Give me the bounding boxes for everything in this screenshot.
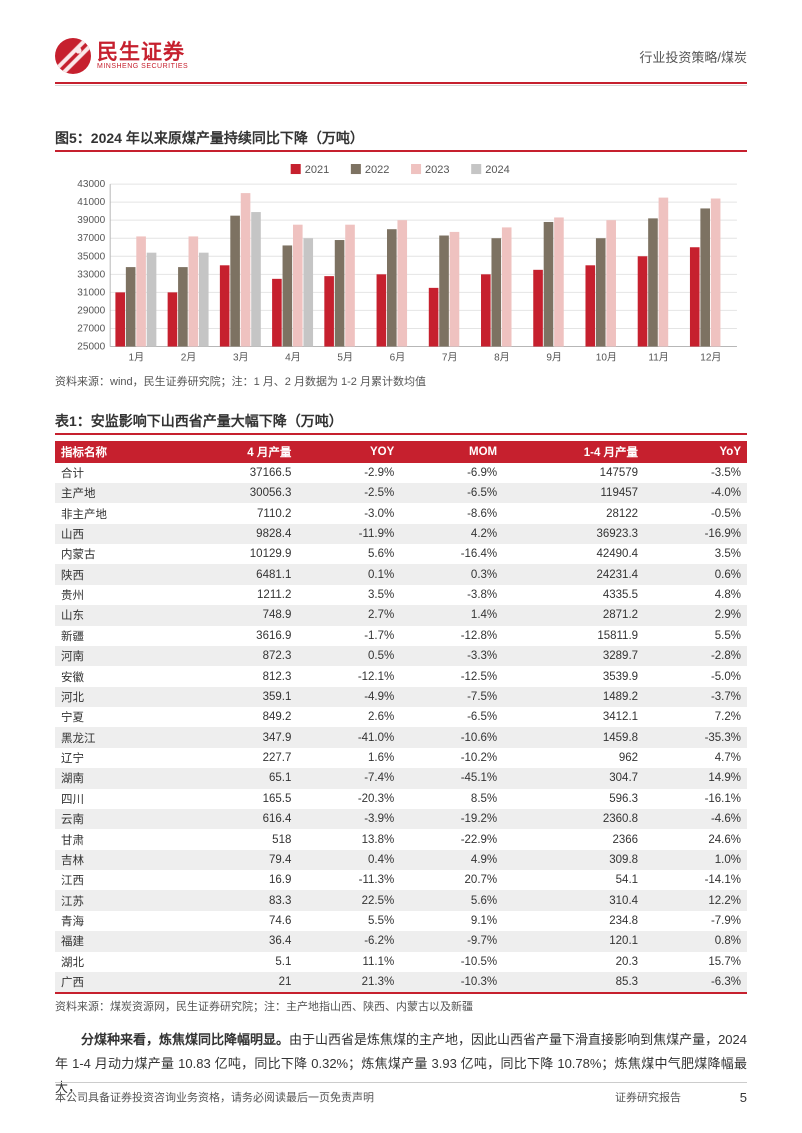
- page-footer: 本公司具备证券投资咨询业务资格，请务必阅读最后一页免责声明 证券研究报告 5: [55, 1082, 747, 1105]
- svg-text:25000: 25000: [77, 342, 105, 353]
- logo-mark-icon: [55, 38, 91, 74]
- svg-text:2月: 2月: [181, 352, 197, 364]
- table-row: 非主产地7110.2-3.0%-8.6%28122-0.5%: [55, 503, 747, 523]
- svg-text:35000: 35000: [77, 251, 105, 262]
- svg-text:41000: 41000: [77, 197, 105, 208]
- table-row: 山西9828.4-11.9%4.2%36923.3-16.9%: [55, 524, 747, 544]
- table-header: 指标名称: [55, 441, 178, 463]
- svg-text:1月: 1月: [128, 352, 144, 364]
- svg-text:11月: 11月: [648, 352, 668, 364]
- table-row: 新疆3616.9-1.7%-12.8%15811.95.5%: [55, 626, 747, 646]
- svg-text:2022: 2022: [365, 164, 390, 176]
- header-rule: [55, 82, 747, 84]
- svg-text:4月: 4月: [285, 352, 301, 364]
- table-row: 宁夏849.22.6%-6.5%3412.17.2%: [55, 707, 747, 727]
- figure-title-rule: [55, 150, 747, 152]
- svg-text:2021: 2021: [305, 164, 330, 176]
- table-row: 安徽812.3-12.1%-12.5%3539.9-5.0%: [55, 666, 747, 686]
- table-row: 青海74.65.5%9.1%234.8-7.9%: [55, 911, 747, 931]
- svg-text:8月: 8月: [494, 352, 510, 364]
- report-category: 行业投资策略/煤炭: [639, 47, 747, 66]
- table-row: 福建36.4-6.2%-9.7%120.10.8%: [55, 931, 747, 951]
- table-row: 河南872.30.5%-3.3%3289.7-2.8%: [55, 646, 747, 666]
- svg-text:2023: 2023: [425, 164, 450, 176]
- table-row: 贵州1211.23.5%-3.8%4335.54.8%: [55, 585, 747, 605]
- svg-text:29000: 29000: [77, 305, 105, 316]
- table-header: MOM: [400, 441, 503, 463]
- figure5-chart: 25000 27000 29000 31000 33000 35000 37000 39000…: [55, 158, 747, 369]
- table-header: YoY: [644, 441, 747, 463]
- svg-text:7月: 7月: [442, 352, 458, 364]
- svg-text:5月: 5月: [337, 352, 353, 364]
- table-header: 1-4 月产量: [503, 441, 644, 463]
- svg-text:6月: 6月: [390, 352, 406, 364]
- table-row: 云南616.4-3.9%-19.2%2360.8-4.6%: [55, 809, 747, 829]
- table-row: 主产地30056.3-2.5%-6.5%119457-4.0%: [55, 483, 747, 503]
- figure-source: 资料来源：wind，民生证券研究院；注：1 月、2 月数据为 1-2 月累计数均…: [55, 373, 747, 389]
- table-row: 黑龙江347.9-41.0%-10.6%1459.8-35.3%: [55, 727, 747, 747]
- figure-title: 图5：2024 年以来原煤产量持续同比下降（万吨）: [55, 128, 747, 148]
- svg-text:37000: 37000: [77, 233, 105, 244]
- table-row: 四川165.5-20.3%8.5%596.3-16.1%: [55, 789, 747, 809]
- svg-text:27000: 27000: [77, 323, 105, 334]
- table-row: 陕西6481.10.1%0.3%24231.40.6%: [55, 564, 747, 584]
- footer-report-type: 证券研究报告: [615, 1089, 681, 1105]
- svg-text:3月: 3月: [233, 352, 249, 364]
- svg-text:9月: 9月: [546, 352, 562, 364]
- report-header: 民生证券 MINSHENG SECURITIES 行业投资策略/煤炭: [55, 38, 747, 74]
- svg-text:12月: 12月: [700, 352, 721, 364]
- table-row: 河北359.1-4.9%-7.5%1489.2-3.7%: [55, 687, 747, 707]
- table-header: YOY: [297, 441, 400, 463]
- table-header: 4 月产量: [178, 441, 297, 463]
- table-row: 湖北5.111.1%-10.5%20.315.7%: [55, 952, 747, 972]
- table-row: 山东748.92.7%1.4%2871.22.9%: [55, 605, 747, 625]
- table-row: 江西16.9-11.3%20.7%54.1-14.1%: [55, 870, 747, 890]
- table-row: 合计37166.5-2.9%-6.9%147579-3.5%: [55, 463, 747, 483]
- footer-disclaimer: 本公司具备证券投资咨询业务资格，请务必阅读最后一页免责声明: [55, 1089, 374, 1105]
- svg-text:2024: 2024: [485, 164, 510, 176]
- para-lead: 分煤种来看，炼焦煤同比降幅明显。: [81, 1032, 289, 1047]
- page-number: 5: [711, 1090, 747, 1105]
- table-row: 江苏83.322.5%5.6%310.412.2%: [55, 890, 747, 910]
- table-row: 湖南65.1-7.4%-45.1%304.714.9%: [55, 768, 747, 788]
- brand-logo: 民生证券 MINSHENG SECURITIES: [55, 38, 188, 74]
- table-title-rule: [55, 433, 747, 435]
- svg-text:10月: 10月: [596, 352, 617, 364]
- logo-en: MINSHENG SECURITIES: [97, 63, 188, 70]
- svg-text:31000: 31000: [77, 287, 105, 298]
- table-row: 内蒙古10129.95.6%-16.4%42490.43.5%: [55, 544, 747, 564]
- table-row: 吉林79.40.4%4.9%309.81.0%: [55, 850, 747, 870]
- svg-text:33000: 33000: [77, 269, 105, 280]
- table1: 指标名称4 月产量YOYMOM1-4 月产量YoY合计37166.5-2.9%-…: [55, 441, 747, 993]
- header-rule2: [55, 85, 747, 86]
- svg-text:43000: 43000: [77, 179, 105, 190]
- table-bottom-rule: [55, 992, 747, 994]
- logo-cn: 民生证券: [97, 42, 188, 63]
- table-row: 广西2121.3%-10.3%85.3-6.3%: [55, 972, 747, 992]
- table-source: 资料来源：煤炭资源网，民生证券研究院；注：主产地指山西、陕西、内蒙古以及新疆: [55, 998, 747, 1014]
- table-row: 辽宁227.71.6%-10.2%9624.7%: [55, 748, 747, 768]
- table-row: 甘肃51813.8%-22.9%236624.6%: [55, 829, 747, 849]
- svg-text:39000: 39000: [77, 215, 105, 226]
- table-title: 表1：安监影响下山西省产量大幅下降（万吨）: [55, 411, 747, 431]
